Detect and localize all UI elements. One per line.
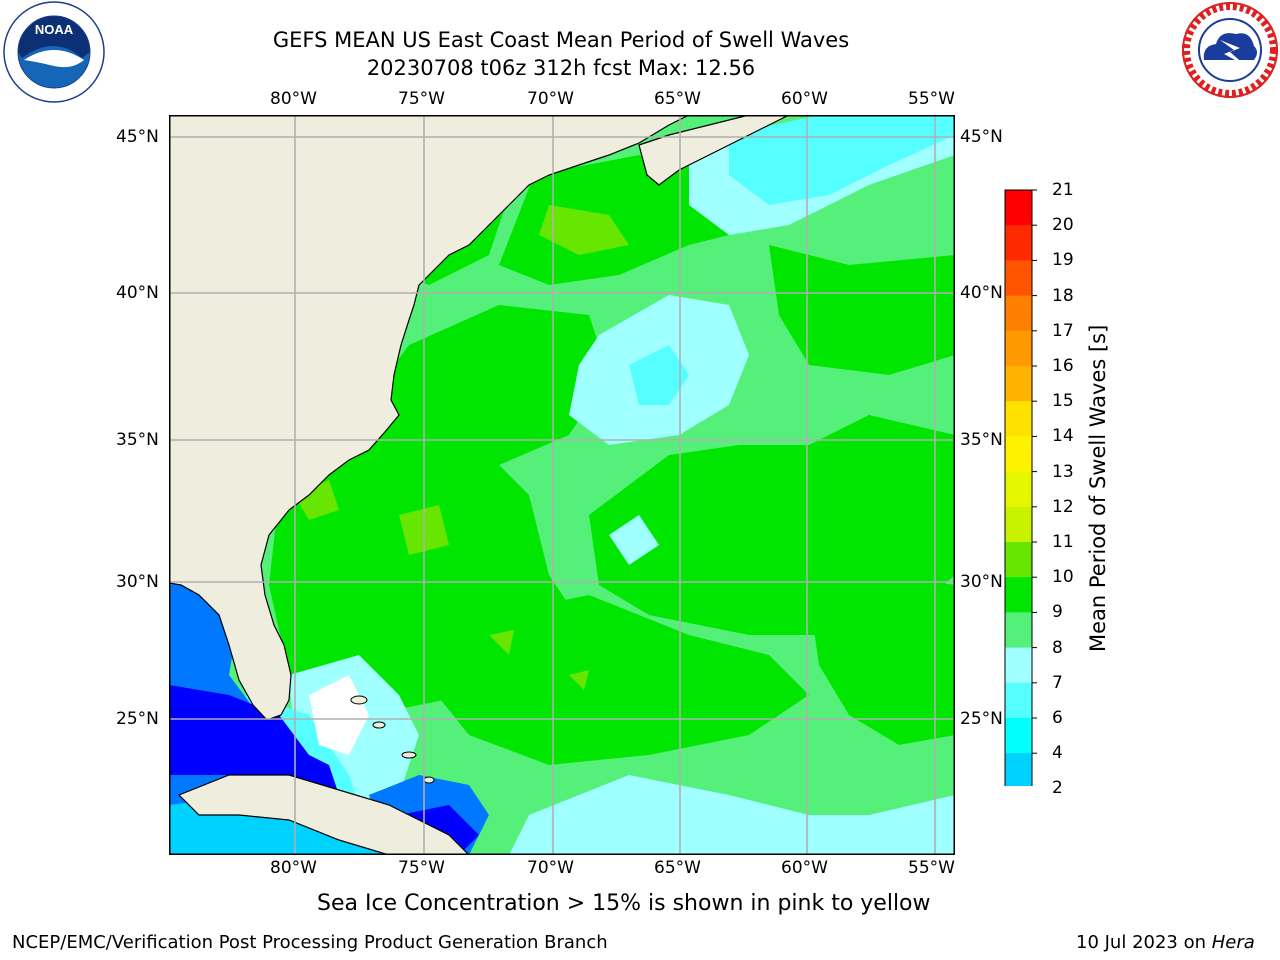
host-label: Hera (1211, 932, 1255, 953)
lon-label-top: 75°W (398, 89, 445, 109)
lon-label-top: 70°W (527, 89, 574, 109)
gulf-low-swell-region (169, 575, 489, 855)
colorbar-tick-label: 4 (1052, 743, 1063, 764)
colorbar-tick-label: 2 (1052, 778, 1063, 799)
colorbar-tick-label: 15 (1052, 391, 1074, 412)
colorbar-segment (1005, 190, 1032, 226)
colorbar-tick-label: 18 (1052, 285, 1074, 306)
swell-11-12s-region (294, 205, 629, 690)
chart-title-line1: GEFS MEAN US East Coast Mean Period of S… (272, 28, 850, 52)
colorbar-segment (1005, 542, 1032, 578)
colorbar-segment (1005, 295, 1032, 332)
credit-text: NCEP/EMC/Verification Post Processing Pr… (12, 932, 608, 953)
colorbar-segment (1005, 682, 1032, 719)
colorbar-segment (1005, 260, 1032, 297)
land-cuba (177, 774, 470, 855)
lat-label-left: 45°N (116, 127, 159, 147)
land-bahamas (350, 695, 435, 784)
lat-label-left: 40°N (116, 283, 159, 303)
colorbar-segment (1005, 366, 1032, 402)
colorbar-segment (1005, 330, 1032, 367)
map-frame (169, 115, 955, 855)
colorbar-segment (1005, 436, 1032, 473)
colorbar-segment (1005, 753, 1032, 786)
map-panel (169, 115, 955, 855)
lon-label-top: 60°W (781, 89, 828, 109)
map-gridlines (169, 115, 955, 855)
colorbar-tick-label: 14 (1052, 426, 1074, 447)
colorbar-segment (1005, 577, 1032, 613)
colorbar-tick-label: 21 (1052, 180, 1074, 200)
lon-label-bottom: 60°W (781, 858, 828, 878)
sea-ice-note: Sea Ice Concentration > 15% is shown in … (317, 891, 931, 916)
lat-label-left: 35°N (116, 430, 159, 450)
colorbar-segment (1005, 506, 1032, 543)
colorbar-tick-label: 11 (1052, 532, 1074, 552)
colorbar-segment (1005, 612, 1032, 649)
noaa-logo-text: NOAA (35, 22, 74, 37)
lon-label-bottom: 80°W (270, 858, 317, 878)
lat-label-right: 40°N (960, 283, 1003, 303)
colorbar-frame (1004, 189, 1033, 786)
lat-label-right: 35°N (960, 430, 1003, 450)
colorbar-segment (1005, 471, 1032, 508)
colorbar-tick-label: 8 (1052, 637, 1063, 658)
colorbar-tick-label: 7 (1052, 672, 1063, 693)
colorbar-title: Mean Period of Swell Waves [s] (1086, 324, 1110, 652)
date-label: 10 Jul 2023 on (1076, 932, 1212, 953)
land-maritimes (638, 115, 790, 186)
noaa-logo: NOAA (3, 1, 105, 103)
colorbar-tick-label: 12 (1052, 496, 1074, 517)
lon-label-top: 55°W (908, 89, 955, 109)
lon-label-bottom: 55°W (908, 858, 955, 878)
land-north-america (169, 115, 690, 721)
colorbar-tick-label: 6 (1052, 708, 1063, 728)
lon-label-bottom: 70°W (527, 858, 574, 878)
lon-label-bottom: 65°W (654, 858, 701, 878)
lon-label-top: 65°W (654, 89, 701, 109)
colorbar-segment (1005, 647, 1032, 684)
colorbar-tick-label: 16 (1052, 356, 1074, 376)
colorbar-segment (1005, 401, 1032, 437)
lat-label-left: 25°N (116, 709, 159, 729)
lat-label-right: 45°N (960, 127, 1003, 147)
colorbar-tick-label: 20 (1052, 215, 1074, 236)
lat-label-left: 30°N (116, 572, 159, 592)
chart-title-line2: 20230708 t06z 312h fcst Max: 12.56 (366, 56, 756, 80)
lon-label-top: 80°W (270, 89, 317, 109)
colorbar-tick-label: 10 (1052, 567, 1074, 588)
colorbar-tick-label: 13 (1052, 461, 1074, 482)
colorbar-segment (1005, 718, 1032, 754)
lat-label-right: 30°N (960, 572, 1003, 592)
nws-logo (1182, 2, 1278, 98)
colorbar (1004, 189, 1037, 786)
lon-label-bottom: 75°W (398, 858, 445, 878)
lat-label-right: 25°N (960, 709, 1003, 729)
colorbar-tick-label: 9 (1052, 602, 1063, 623)
colorbar-tick-label: 17 (1052, 320, 1074, 341)
colorbar-tick-label: 19 (1052, 250, 1074, 271)
date-text: 10 Jul 2023 on Hera (1076, 932, 1255, 954)
colorbar-segment (1005, 225, 1032, 261)
swell-10-11s-region (269, 155, 955, 765)
